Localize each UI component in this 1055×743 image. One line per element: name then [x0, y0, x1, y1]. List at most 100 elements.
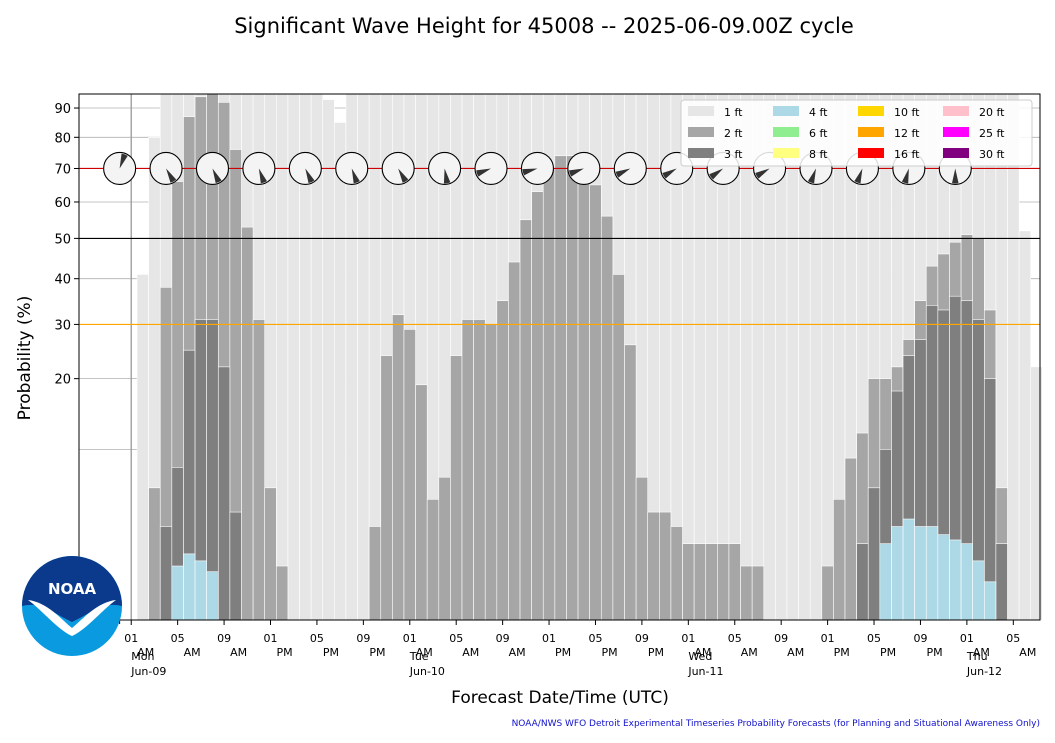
- noaa-logo: NOAA: [22, 556, 122, 656]
- bar: [577, 161, 590, 621]
- x-tick-time: 05: [728, 632, 742, 645]
- x-tick-ampm: PM: [648, 646, 664, 659]
- x-tick-time: 01: [403, 632, 417, 645]
- legend-swatch: [688, 127, 714, 137]
- x-tick-ampm: PM: [369, 646, 385, 659]
- y-tick-label: 70: [54, 162, 71, 177]
- bar: [484, 324, 498, 621]
- direction-wedge: [443, 168, 451, 184]
- bar: [264, 487, 277, 621]
- x-tick-ampm: AM: [787, 646, 804, 659]
- bar: [276, 93, 289, 621]
- x-tick-ampm: AM: [973, 646, 990, 659]
- bar: [392, 314, 405, 621]
- bar: [496, 300, 509, 621]
- x-tick-time: 09: [774, 632, 788, 645]
- bar: [659, 511, 672, 621]
- bar: [566, 155, 579, 621]
- bar: [322, 99, 335, 621]
- bar: [844, 457, 857, 621]
- x-tick-day: Tue: [409, 650, 429, 663]
- bar: [949, 539, 962, 621]
- y-tick-label: 90: [54, 102, 71, 117]
- x-tick-ampm: PM: [601, 646, 617, 659]
- bar: [450, 355, 463, 621]
- bar: [833, 499, 846, 621]
- bar: [902, 518, 915, 621]
- bar: [914, 526, 927, 621]
- x-tick-ampm: PM: [880, 646, 896, 659]
- legend-swatch: [773, 148, 799, 158]
- plot-frame: [78, 93, 1041, 621]
- legend-label: 2 ft: [724, 127, 743, 140]
- bar: [937, 534, 950, 621]
- bar: [682, 543, 695, 621]
- bar: [635, 476, 649, 621]
- bar: [983, 581, 997, 621]
- bar: [194, 560, 207, 621]
- x-tick-time: 09: [217, 632, 231, 645]
- direction-wedge: [522, 168, 538, 176]
- bars-layer: [136, 93, 1043, 621]
- bar: [821, 565, 834, 621]
- direction-wedge: [305, 168, 315, 184]
- bar: [473, 319, 486, 621]
- x-tick-date: Jun-12: [966, 665, 1002, 678]
- direction-wedge: [212, 168, 222, 184]
- legend-label: 25 ft: [979, 127, 1005, 140]
- threshold-lines: [79, 167, 1040, 325]
- x-tick-time: 05: [449, 632, 463, 645]
- x-tick-day: Mon: [131, 650, 154, 663]
- x-tick-time: 01: [960, 632, 974, 645]
- x-ticks: 01AMMonJun-0905AM09AM01PM05PM09PM01AMTue…: [107, 620, 1036, 678]
- x-tick-day: Thu: [966, 650, 988, 663]
- legend-swatch: [858, 127, 884, 137]
- x-tick-time: 01: [542, 632, 556, 645]
- bar: [891, 526, 904, 621]
- direction-wedge: [351, 168, 360, 184]
- x-tick-time: 01: [681, 632, 695, 645]
- direction-wedge: [807, 168, 816, 184]
- bar: [368, 526, 382, 621]
- legend-swatch: [943, 148, 969, 158]
- x-tick-time: 05: [867, 632, 881, 645]
- x-tick-ampm: AM: [509, 646, 526, 659]
- direction-wedge: [662, 168, 677, 179]
- bar: [589, 184, 602, 621]
- x-tick-ampm: AM: [416, 646, 433, 659]
- direction-wedge: [615, 168, 631, 178]
- x-tick-ampm: PM: [277, 646, 293, 659]
- direction-wedge: [709, 168, 724, 180]
- x-tick-date: Jun-11: [687, 665, 723, 678]
- footer-note: NOAA/NWS WFO Detroit Experimental Timese…: [512, 719, 1040, 729]
- direction-wedge: [755, 168, 770, 179]
- direction-wedge: [398, 168, 409, 183]
- legend-swatch: [858, 106, 884, 116]
- bar: [380, 355, 393, 621]
- bar: [972, 560, 985, 621]
- x-tick-ampm: AM: [1019, 646, 1036, 659]
- x-tick-ampm: AM: [741, 646, 758, 659]
- x-tick-date: Jun-09: [130, 665, 166, 678]
- direction-wedge: [901, 168, 909, 184]
- bar: [925, 526, 939, 621]
- x-tick-time: 09: [913, 632, 927, 645]
- y-tick-label: 40: [54, 273, 71, 288]
- bar: [1030, 366, 1043, 621]
- x-tick-ampm: AM: [137, 646, 154, 659]
- legend-swatch: [943, 127, 969, 137]
- x-tick-ampm: AM: [694, 646, 711, 659]
- bar: [705, 543, 718, 621]
- bar: [229, 511, 242, 621]
- bar: [252, 319, 266, 621]
- bar: [171, 565, 184, 621]
- bar: [693, 543, 707, 621]
- bar: [647, 511, 660, 621]
- chart-title: Significant Wave Height for 45008 -- 202…: [234, 14, 854, 38]
- bar: [159, 526, 173, 621]
- legend-label: 16 ft: [894, 148, 920, 161]
- bar: [612, 274, 625, 621]
- x-tick-time: 05: [588, 632, 602, 645]
- direction-wedge: [119, 153, 128, 169]
